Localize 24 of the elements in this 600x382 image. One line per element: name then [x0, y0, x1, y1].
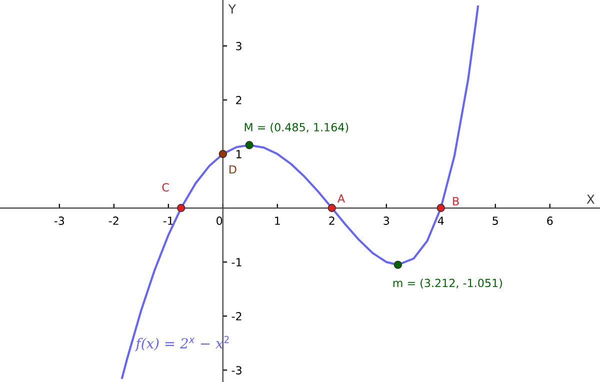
x-axis-title: X — [586, 194, 595, 204]
annotation: B — [453, 197, 459, 206]
y-tick-label: -2 — [232, 312, 242, 320]
y-tick-label: -1 — [232, 258, 242, 266]
x-tick-label: -2 — [108, 216, 118, 225]
x-tick-label: -1 — [163, 216, 173, 225]
y-tick-label: -3 — [232, 366, 242, 374]
x-tick-label: 2 — [329, 216, 334, 225]
x-tick-label: 3 — [384, 216, 390, 225]
annotation: C — [162, 183, 169, 192]
y-tick-label: 2 — [236, 96, 242, 104]
y-axis-title: Y — [228, 4, 236, 14]
x-tick-label: 6 — [547, 216, 553, 225]
y-tick-label: 3 — [236, 42, 242, 50]
x-tick-label: 1 — [275, 216, 280, 225]
x-tick-label: 0 — [216, 216, 222, 225]
annotation: D — [230, 165, 236, 174]
annotation: A — [338, 194, 345, 202]
annotation: M = (0.485, 1.164) — [244, 122, 348, 133]
x-tick-label: 4 — [438, 216, 444, 225]
annotation: m = (3.212, -1.051) — [393, 278, 502, 288]
y-tick-label: 1 — [236, 150, 242, 158]
x-tick-label: -3 — [54, 216, 64, 225]
x-tick-label: 5 — [492, 216, 498, 225]
